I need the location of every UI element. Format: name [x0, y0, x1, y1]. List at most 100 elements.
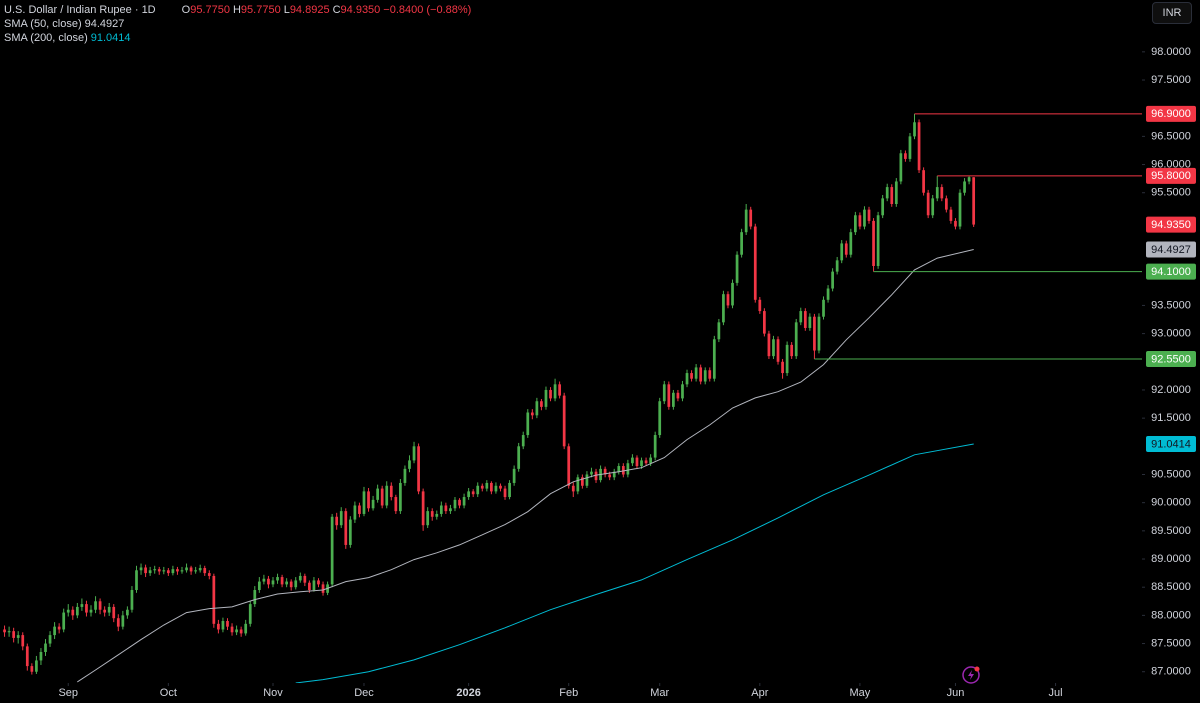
- y-tick-label: 89.0000: [1151, 553, 1191, 565]
- candle-body: [954, 220, 957, 227]
- price-tag: [1146, 167, 1196, 184]
- candle-body: [562, 395, 566, 447]
- price-tag: [1146, 350, 1196, 367]
- candle-body: [75, 606, 79, 616]
- x-tick-label: Oct: [160, 687, 177, 699]
- candle-body: [389, 485, 393, 498]
- candle-body: [508, 482, 511, 498]
- candle-body: [107, 606, 111, 613]
- candle-body: [822, 299, 825, 317]
- ohlc-key: C: [332, 4, 341, 16]
- candle-body: [958, 192, 962, 227]
- ohlc-value: 94.9350: [340, 4, 381, 16]
- candle-body: [708, 370, 712, 379]
- x-tick-label: Jun: [947, 687, 965, 699]
- candle-body: [226, 621, 229, 627]
- y-tick-label: 96.5000: [1151, 130, 1191, 142]
- candle-body: [317, 580, 320, 585]
- candle-body: [98, 601, 102, 610]
- symbol-title: U.S. Dollar / Indian Rupee · 1D: [4, 4, 156, 16]
- candle-body: [185, 567, 188, 571]
- legend-value: 94.4927: [84, 18, 125, 30]
- candle-body: [776, 339, 780, 362]
- candle-body: [813, 316, 816, 351]
- candle-body: [303, 575, 307, 583]
- candle-body: [712, 339, 716, 379]
- candle-body: [517, 446, 521, 469]
- y-tick-label: 96.0000: [1151, 158, 1191, 170]
- currency-button[interactable]: INR: [1152, 2, 1192, 24]
- candle-body: [358, 505, 361, 514]
- change-value: −0.8400: [383, 4, 424, 16]
- candle-body: [699, 367, 703, 382]
- candle-body: [485, 482, 489, 489]
- candle-body: [157, 569, 161, 572]
- candle-body: [403, 468, 407, 483]
- candle-body: [116, 618, 120, 627]
- candle-body: [376, 488, 379, 500]
- candle-body: [180, 570, 184, 572]
- candle-body: [544, 389, 548, 407]
- candle-body: [494, 485, 498, 492]
- candle-body: [139, 567, 143, 571]
- candle-body: [790, 344, 794, 357]
- candle-body: [913, 122, 916, 137]
- candle-body: [394, 497, 398, 512]
- candle-body: [276, 577, 279, 581]
- candle-body: [853, 215, 857, 233]
- candle-body: [967, 177, 971, 182]
- candle-body: [931, 198, 935, 216]
- candle-body: [239, 629, 243, 634]
- candle-body: [617, 466, 621, 472]
- candle-body: [972, 177, 976, 225]
- candle-body: [21, 635, 25, 647]
- candle-body: [899, 153, 903, 182]
- candle-body: [244, 623, 248, 634]
- price-tag-label: 91.0414: [1151, 438, 1191, 450]
- alert-icon[interactable]: [962, 666, 980, 684]
- y-tick-label: 93.0000: [1151, 328, 1191, 340]
- legend-name: SMA (50, close): [4, 18, 82, 30]
- candle-body: [935, 187, 939, 199]
- candle-body: [248, 604, 252, 624]
- y-tick-label: 90.0000: [1151, 497, 1191, 509]
- candle-body: [66, 609, 70, 613]
- candle-body: [271, 580, 275, 585]
- candle-body: [826, 288, 830, 300]
- candle-body: [57, 626, 61, 630]
- legend-row: SMA (50, close) 94.4927: [4, 17, 474, 31]
- candle-body: [221, 621, 225, 630]
- candle-body: [649, 457, 652, 464]
- candle-body: [526, 412, 530, 436]
- candle-body: [417, 446, 420, 492]
- candle-body: [53, 626, 56, 636]
- price-tag: [1146, 263, 1196, 280]
- candle-body: [85, 604, 88, 613]
- candle-body: [480, 485, 484, 489]
- candle-body: [908, 136, 912, 159]
- candle-body: [426, 511, 430, 526]
- candle-body: [362, 491, 366, 514]
- candle-body: [166, 570, 170, 574]
- candle-body: [926, 192, 930, 216]
- candle-body: [590, 471, 593, 475]
- candle-body: [640, 460, 643, 467]
- candle-body: [439, 505, 443, 514]
- candle-body: [917, 122, 921, 171]
- candle-body: [430, 511, 434, 517]
- candle-body: [308, 582, 311, 591]
- candle-body: [103, 609, 107, 613]
- price-tag-label: 96.9000: [1151, 108, 1191, 120]
- candle-body: [230, 626, 234, 633]
- y-tick-label: 97.5000: [1151, 74, 1191, 86]
- candle-body: [690, 373, 693, 379]
- candle-body: [203, 568, 207, 574]
- y-tick-label: 88.5000: [1151, 581, 1191, 593]
- candle-body: [217, 623, 220, 630]
- candle-body: [253, 590, 257, 605]
- candle-body: [521, 435, 525, 447]
- ohlc-value: 95.7750: [240, 4, 281, 16]
- y-tick-label: 98.0000: [1151, 46, 1191, 58]
- candle-body: [112, 606, 116, 619]
